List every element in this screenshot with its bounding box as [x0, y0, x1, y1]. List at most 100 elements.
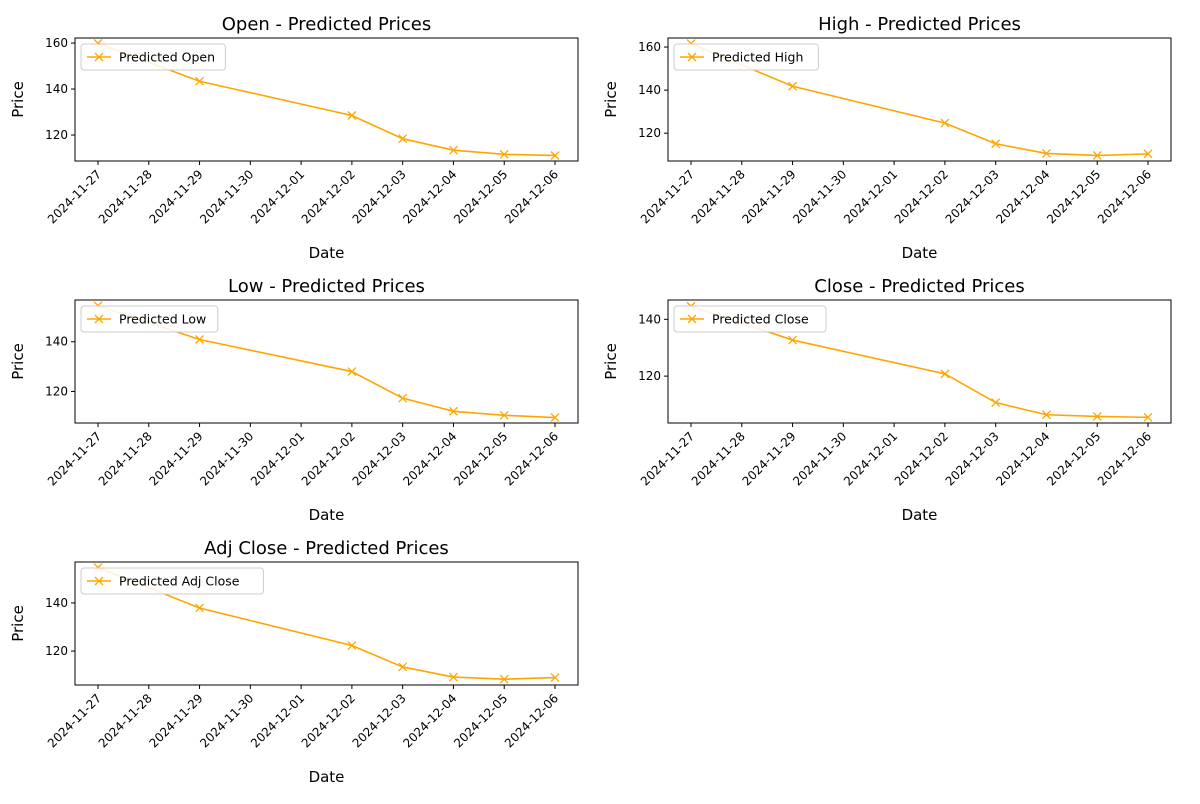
x-tick-label: 2024-11-29 [739, 429, 798, 488]
y-tick-label: 140 [638, 312, 661, 326]
x-axis-label: Date [902, 506, 938, 524]
y-tick-label: 120 [638, 126, 661, 140]
x-tick-label: 2024-11-30 [197, 691, 256, 750]
data-point-marker [788, 81, 798, 91]
x-tick-label: 2024-12-02 [892, 429, 951, 488]
x-axis-label: Date [309, 244, 345, 262]
x-tick-label: 2024-12-02 [299, 691, 358, 750]
y-axis-label: Price [9, 81, 27, 118]
y-tick-label: 160 [638, 40, 661, 54]
y-tick-label: 140 [45, 596, 68, 610]
x-tick-label: 2024-12-04 [400, 691, 459, 750]
x-tick-label: 2024-11-30 [197, 167, 256, 226]
data-point-marker [448, 145, 458, 155]
y-tick-label: 120 [638, 369, 661, 383]
x-tick-label: 2024-11-29 [739, 167, 798, 226]
x-tick-label: 2024-12-01 [841, 429, 900, 488]
x-tick-label: 2024-12-01 [248, 691, 307, 750]
x-tick-label: 2024-12-05 [1044, 167, 1103, 226]
legend: Predicted Open [80, 43, 226, 71]
chart-title: Close - Predicted Prices [814, 276, 1024, 297]
chart-panel-1: High - Predicted Prices 120 140 160 2024-11-… [602, 14, 1172, 262]
legend-box [80, 43, 226, 71]
legend-box [80, 567, 264, 595]
chart-panel-0: Open - Predicted Prices 120 140 160 2024-11-… [9, 14, 579, 262]
x-tick-label: 2024-11-27 [45, 167, 104, 226]
data-point-marker [195, 335, 205, 344]
x-tick-label: 2024-11-29 [146, 429, 205, 488]
x-tick-label: 2024-11-29 [146, 167, 205, 226]
x-tick-label: 2024-11-30 [790, 429, 849, 488]
chart-title: Open - Predicted Prices [222, 14, 432, 35]
legend-box [673, 43, 819, 71]
y-tick-label: 140 [638, 83, 661, 97]
legend: Predicted Close [673, 305, 827, 333]
plot-frame [74, 299, 579, 424]
chart-panel-4: Adj Close - Predicted Prices 120 140 2024-1… [9, 538, 579, 786]
x-tick-label: 2024-11-29 [146, 691, 205, 750]
x-tick-label: 2024-12-04 [400, 167, 459, 226]
data-point-marker [398, 134, 408, 144]
x-tick-label: 2024-12-06 [1095, 429, 1154, 488]
data-point-marker [788, 335, 798, 345]
y-axis-label: Price [602, 81, 620, 118]
legend: Predicted Adj Close [80, 567, 264, 595]
x-tick-label: 2024-11-28 [689, 429, 748, 488]
x-tick-label: 2024-12-02 [299, 429, 358, 488]
y-axis-label: Price [9, 343, 27, 380]
data-point-marker [347, 641, 357, 650]
x-tick-label: 2024-11-28 [96, 691, 155, 750]
x-tick-label: 2024-12-03 [943, 429, 1002, 488]
x-tick-label: 2024-12-05 [451, 691, 510, 750]
x-tick-label: 2024-12-06 [502, 691, 561, 750]
x-tick-label: 2024-11-27 [45, 429, 104, 488]
data-point-marker [448, 406, 458, 416]
data-point-marker [499, 674, 509, 684]
data-point-marker [1092, 150, 1102, 160]
y-axis-label: Price [9, 605, 27, 642]
data-point-marker [1143, 149, 1153, 159]
data-point-marker [195, 603, 205, 613]
data-point-marker [398, 393, 408, 403]
data-point-marker [499, 410, 509, 420]
data-point-marker [991, 398, 1001, 408]
legend-box [673, 305, 827, 333]
x-tick-label: 2024-11-27 [638, 167, 697, 226]
data-point-marker [499, 149, 509, 159]
x-tick-label: 2024-12-03 [350, 429, 409, 488]
series-0 [93, 301, 560, 422]
data-point-marker [398, 662, 408, 672]
data-point-marker [550, 151, 560, 160]
x-tick-label: 2024-11-28 [689, 167, 748, 226]
x-tick-label: 2024-12-04 [400, 429, 459, 488]
data-point-marker [550, 673, 560, 682]
x-tick-label: 2024-12-01 [841, 167, 900, 226]
data-point-marker [1041, 149, 1051, 158]
series-0 [686, 301, 1153, 422]
y-tick-label: 140 [45, 335, 68, 349]
legend-marker [687, 52, 697, 62]
data-point-marker [347, 111, 357, 120]
x-tick-label: 2024-11-30 [790, 167, 849, 226]
x-axis-label: Date [309, 768, 345, 786]
x-tick-label: 2024-12-06 [1095, 167, 1154, 226]
x-axis-label: Date [902, 244, 938, 262]
plot-frame [667, 299, 1172, 424]
data-point-marker [1041, 410, 1051, 420]
x-tick-label: 2024-12-04 [993, 429, 1052, 488]
y-tick-label: 120 [45, 644, 68, 658]
x-tick-label: 2024-12-04 [993, 167, 1052, 226]
x-axis-label: Date [309, 506, 345, 524]
y-tick-label: 140 [45, 82, 68, 96]
x-tick-label: 2024-11-30 [197, 429, 256, 488]
x-tick-label: 2024-12-02 [892, 167, 951, 226]
legend-label: Predicted High [712, 50, 803, 65]
x-tick-label: 2024-12-03 [943, 167, 1002, 226]
series-0 [93, 38, 560, 160]
data-point-marker [940, 369, 950, 379]
y-tick-label: 160 [45, 36, 68, 50]
x-tick-label: 2024-11-28 [96, 429, 155, 488]
x-tick-label: 2024-12-05 [451, 429, 510, 488]
data-point-marker [1143, 412, 1153, 422]
